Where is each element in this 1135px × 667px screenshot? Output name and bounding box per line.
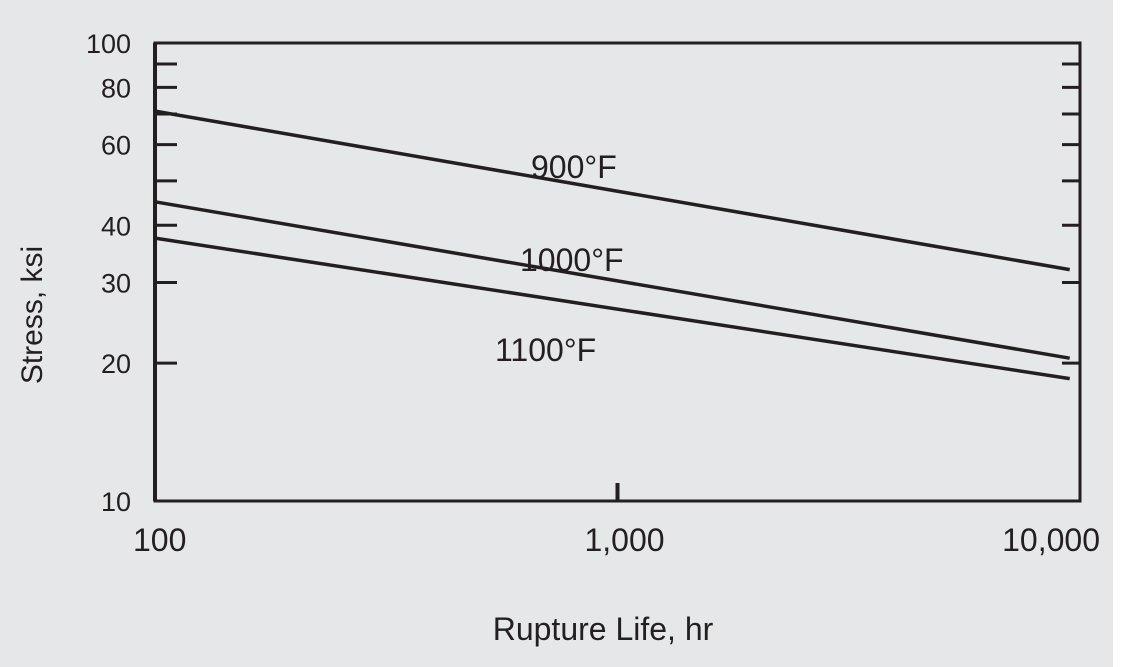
y-tick-label: 10 xyxy=(101,487,131,517)
y-tick-label: 20 xyxy=(101,349,131,379)
x-tick-label: 1,000 xyxy=(584,522,664,558)
label-layer: Stress, ksi Rupture Life, hr 10 20 30 40 60 8… xyxy=(16,29,1100,647)
series-line xyxy=(154,236,1070,381)
series-label: 1100°F xyxy=(495,332,596,368)
series-label: 900°F xyxy=(531,149,617,185)
y-axis-label: Stress, ksi xyxy=(16,246,49,384)
series-layer xyxy=(154,109,1070,381)
series-line xyxy=(154,200,1070,360)
y-tick-label: 100 xyxy=(86,29,131,59)
series-line xyxy=(154,109,1070,272)
y-tick-label: 60 xyxy=(101,131,131,161)
y-tick-label: 80 xyxy=(101,73,131,103)
x-axis-label: Rupture Life, hr xyxy=(493,611,714,647)
x-tick-label: 100 xyxy=(133,522,186,558)
axes-layer xyxy=(153,41,1082,503)
series-label: 1000°F xyxy=(520,242,624,278)
x-tick-label: 10,000 xyxy=(1002,522,1100,558)
y-tick-label: 30 xyxy=(101,268,131,298)
y-tick-label: 40 xyxy=(101,211,131,241)
